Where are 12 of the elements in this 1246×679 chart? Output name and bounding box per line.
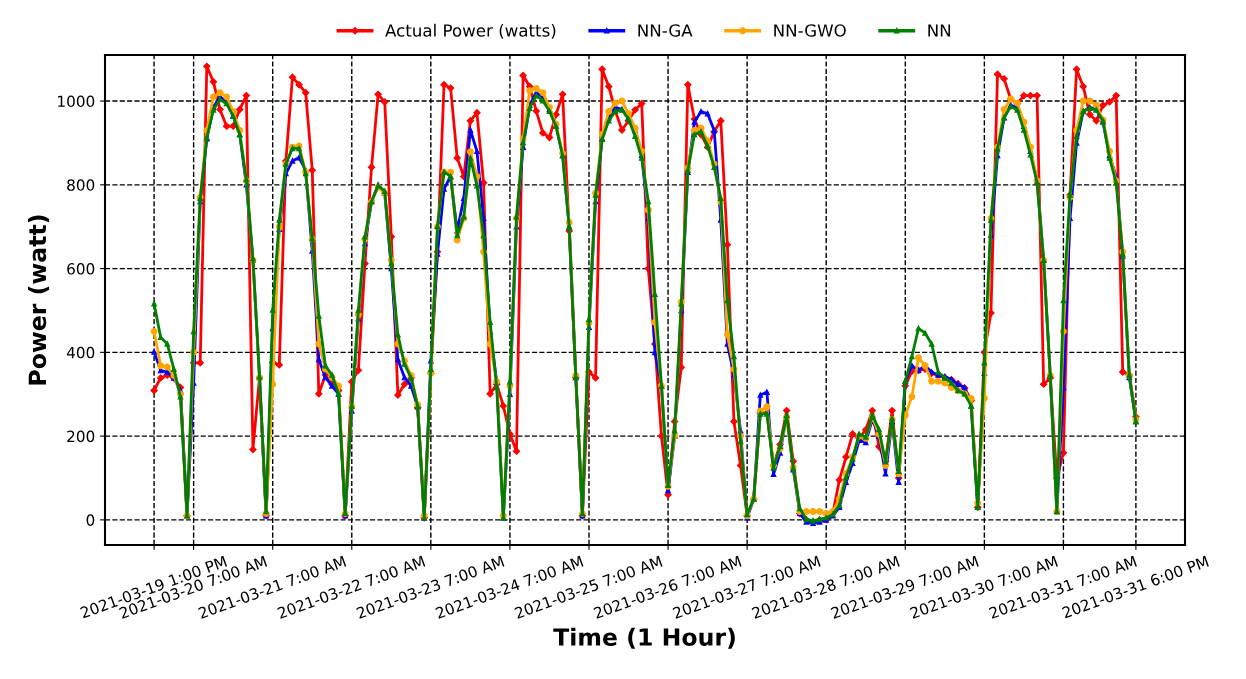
y-tick-label: 200 <box>67 430 95 443</box>
x-axis-title: Time (1 Hour) <box>553 627 735 649</box>
y-tick-label: 800 <box>67 179 95 191</box>
y-tick-label: 600 <box>67 263 95 275</box>
legend-label: NN <box>928 24 951 37</box>
y-tick-label: 400 <box>66 346 95 359</box>
y-axis-title: Power (watt) <box>28 215 50 385</box>
legend-label: NN-GA <box>638 24 693 37</box>
y-tick-label: 0 <box>86 514 95 526</box>
legend-label: NN-GWO <box>774 24 846 37</box>
legend-label: Actual Power (watts) <box>385 23 556 39</box>
y-tick-label: 1000 <box>58 95 95 108</box>
